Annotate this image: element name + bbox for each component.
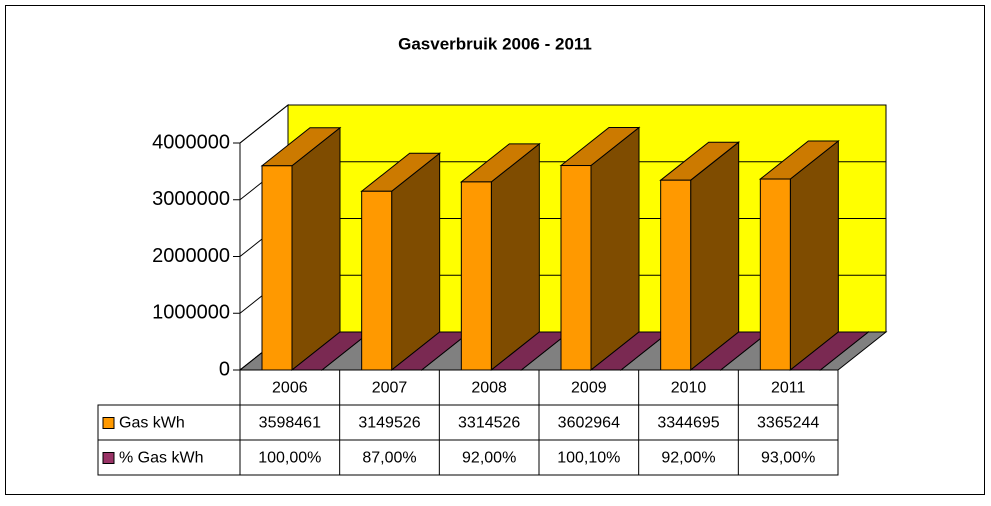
table-value: 93,00% (761, 450, 815, 467)
bar-front (760, 179, 790, 370)
y-tick-label: 0 (219, 358, 230, 380)
table-value: 3149526 (358, 415, 420, 432)
bar-side (790, 141, 838, 370)
table-value: 3602964 (558, 415, 620, 432)
table-value: 92,00% (661, 450, 715, 467)
x-tick-label: 2006 (272, 380, 308, 397)
bar-side (591, 128, 639, 370)
legend-swatch (103, 453, 114, 464)
y-tick-label: 3000000 (152, 188, 230, 210)
bar (461, 144, 539, 370)
bar-side (292, 128, 340, 370)
bar (561, 128, 639, 370)
x-tick-label: 2011 (771, 380, 806, 397)
x-tick-label: 2010 (671, 380, 707, 397)
table-value: 3365244 (757, 415, 819, 432)
bar-front (362, 191, 392, 370)
x-tick-label: 2009 (571, 380, 607, 397)
x-tick-label: 2007 (372, 380, 408, 397)
bar (661, 142, 739, 370)
table-value: 3314526 (458, 415, 520, 432)
bar-front (661, 180, 691, 370)
y-tick-label: 1000000 (152, 302, 230, 324)
bar-front (461, 182, 491, 370)
bar (262, 128, 340, 370)
table-value: 92,00% (462, 450, 516, 467)
bar-front (262, 166, 292, 370)
table-value: 3598461 (259, 415, 321, 432)
table-value: 87,00% (362, 450, 416, 467)
bar-side (491, 144, 539, 370)
bar (362, 153, 440, 370)
bar (760, 141, 838, 370)
table-value: 100,10% (557, 450, 620, 467)
legend-label: % Gas kWh (119, 450, 203, 467)
y-tick-label: 2000000 (152, 245, 230, 267)
bar-front (561, 166, 591, 370)
table-value: 100,00% (258, 450, 321, 467)
chart-title: Gasverbruik 2006 - 2011 (398, 34, 592, 53)
x-tick-label: 2008 (471, 380, 507, 397)
y-tick-label: 4000000 (152, 131, 230, 153)
legend-label: Gas kWh (119, 415, 185, 432)
bar-side (691, 142, 739, 370)
table-value: 3344695 (657, 415, 719, 432)
legend-swatch (103, 418, 114, 429)
